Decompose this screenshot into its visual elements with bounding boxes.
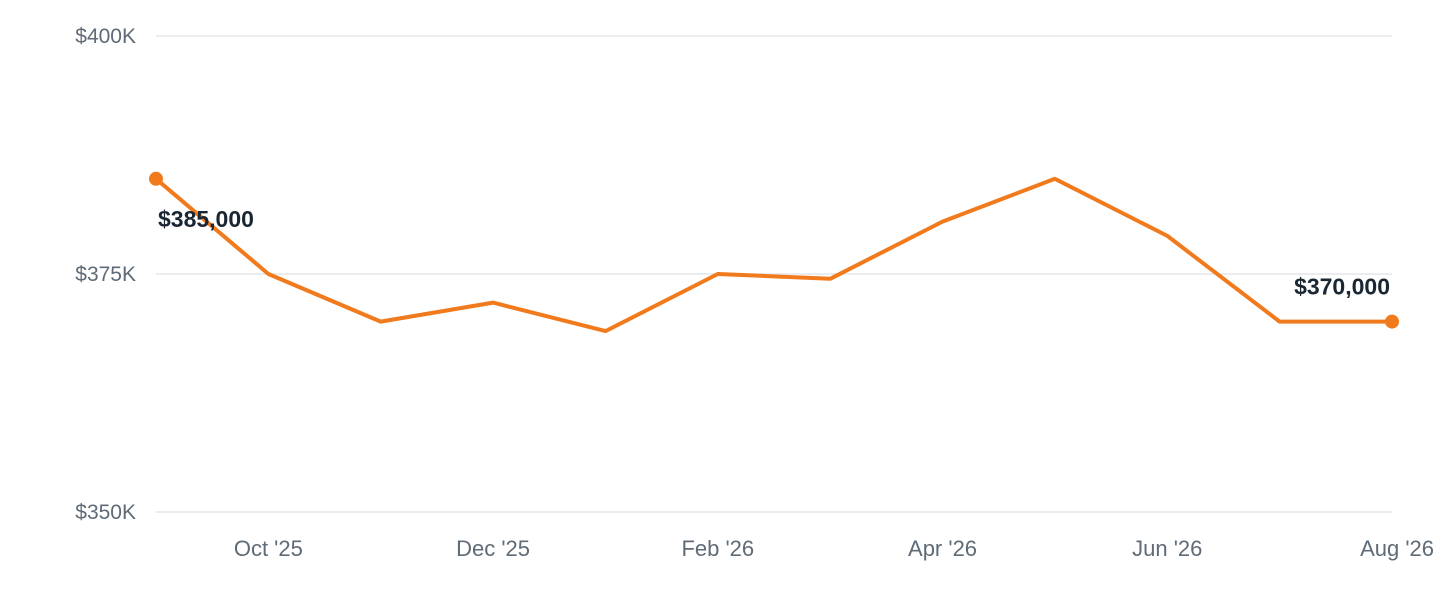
x-axis-tick-labels: Oct '25 Dec '25 Feb '26 Apr '26 Jun '26 Aug '… xyxy=(234,536,1434,561)
x-tick-label: Oct '25 xyxy=(234,536,303,561)
x-tick-label: Apr '26 xyxy=(908,536,977,561)
x-tick-label: Aug '26 xyxy=(1360,536,1434,561)
endpoint-marker xyxy=(149,171,163,186)
x-tick-label: Dec '25 xyxy=(456,536,530,561)
series-layer xyxy=(154,176,1394,334)
y-axis-tick-labels: $400K $375K $350K xyxy=(75,25,136,524)
data-label: $370,000 xyxy=(1294,274,1390,300)
data-labels: $385,000 $370,000 xyxy=(158,206,1390,300)
x-tick-label: Jun '26 xyxy=(1132,536,1202,561)
data-label: $385,000 xyxy=(158,206,254,232)
x-tick-label: Feb '26 xyxy=(681,536,754,561)
endpoint-marker xyxy=(1385,314,1399,329)
y-tick-label: $375K xyxy=(75,263,136,286)
series-line xyxy=(154,176,1394,334)
y-tick-label: $400K xyxy=(75,25,136,48)
endpoint-markers xyxy=(149,171,1399,329)
y-tick-label: $350K xyxy=(75,501,136,524)
gridlines xyxy=(156,35,1392,513)
